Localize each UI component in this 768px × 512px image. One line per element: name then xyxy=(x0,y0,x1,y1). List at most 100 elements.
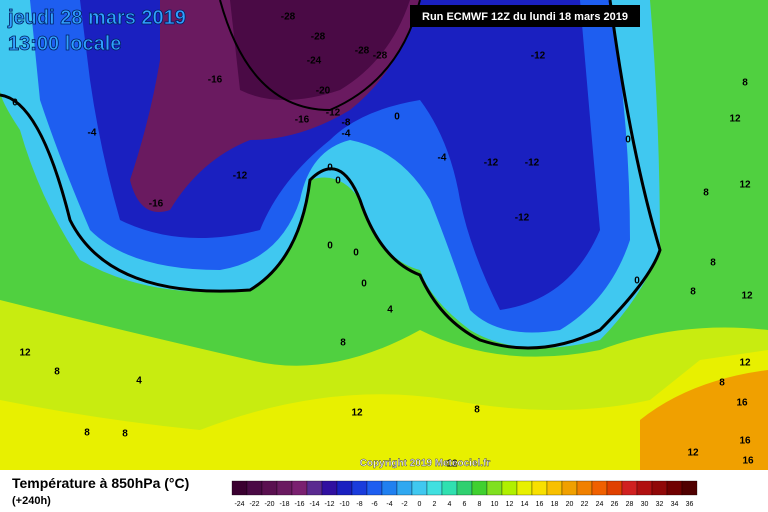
contour-label: -12 xyxy=(525,158,540,169)
extreme-zone xyxy=(230,0,410,100)
scale-swatch xyxy=(381,480,398,496)
contour-label: 0 xyxy=(353,248,359,259)
scale-label: -22 xyxy=(249,501,259,508)
contour-label: 12 xyxy=(446,459,458,470)
contour-label: 0 xyxy=(634,276,640,287)
contour-label: 8 xyxy=(719,378,725,389)
contour-label: 8 xyxy=(122,429,128,440)
scale-swatch xyxy=(396,480,413,496)
contour-label: -16 xyxy=(295,115,310,126)
scale-label: 8 xyxy=(478,501,482,508)
contour-label: 12 xyxy=(729,114,741,125)
scale-swatch xyxy=(231,480,248,496)
contour-label: -12 xyxy=(515,213,530,224)
scale-label: -20 xyxy=(264,501,274,508)
contour-label: -24 xyxy=(307,56,322,67)
scale-swatch xyxy=(276,480,293,496)
scale-swatch xyxy=(591,480,608,496)
contour-label: -12 xyxy=(531,51,546,62)
contour-label: 0 xyxy=(625,135,631,146)
scale-swatch xyxy=(321,480,338,496)
contour-label: 8 xyxy=(474,405,480,416)
scale-label: 6 xyxy=(463,501,467,508)
contour-label: -20 xyxy=(316,86,331,97)
scale-swatch xyxy=(606,480,623,496)
contour-label: -16 xyxy=(149,199,164,210)
isotherm xyxy=(219,0,421,112)
scale-label: 24 xyxy=(596,501,604,508)
scale-label: 34 xyxy=(671,501,679,508)
contour-label: 12 xyxy=(739,358,751,369)
contour-label: 16 xyxy=(739,436,751,447)
contour-label: 8 xyxy=(340,338,346,349)
hot-zone xyxy=(640,370,768,470)
contour-label: 0 xyxy=(394,112,400,123)
contour-label: 0 xyxy=(361,279,367,290)
scale-label: -12 xyxy=(324,501,334,508)
scale-swatch xyxy=(621,480,638,496)
contour-label: -12 xyxy=(326,108,341,119)
scale-label: 12 xyxy=(506,501,514,508)
contour-label: 0 xyxy=(335,176,341,187)
scale-label: -6 xyxy=(371,501,377,508)
time: 13:00 locale xyxy=(8,33,121,55)
contour-label: 12 xyxy=(19,348,31,359)
scale-swatch xyxy=(501,480,518,496)
scale-label: 10 xyxy=(491,501,499,508)
contour-label: 0 xyxy=(327,241,333,252)
scale-swatch xyxy=(456,480,473,496)
scale-label: 30 xyxy=(641,501,649,508)
scale-swatch xyxy=(576,480,593,496)
scale-swatch xyxy=(636,480,653,496)
scale-label: -14 xyxy=(309,501,319,508)
contour-label: 8 xyxy=(54,367,60,378)
contour-label: 8 xyxy=(690,287,696,298)
contour-label: 12 xyxy=(741,291,753,302)
scale-label: -24 xyxy=(234,501,244,508)
scale-swatch xyxy=(681,480,698,496)
scale-swatch xyxy=(486,480,503,496)
warmer-zone xyxy=(0,350,768,470)
scale-label: 20 xyxy=(566,501,574,508)
scale-label: 26 xyxy=(611,501,619,508)
scale-swatch xyxy=(516,480,533,496)
scale-swatch xyxy=(351,480,368,496)
zero-isotherm xyxy=(0,0,662,350)
contour-label: 8 xyxy=(742,78,748,89)
scale-label: 32 xyxy=(656,501,664,508)
scale-label: -8 xyxy=(356,501,362,508)
scale-swatch xyxy=(531,480,548,496)
scale-swatch xyxy=(246,480,263,496)
contour-label: -12 xyxy=(484,158,499,169)
run-box xyxy=(410,5,640,27)
scale-swatch xyxy=(426,480,443,496)
scale-swatch xyxy=(291,480,308,496)
contour-label: 0 xyxy=(12,98,18,109)
contour-label: -28 xyxy=(355,46,370,57)
contour-label: -4 xyxy=(438,153,447,164)
contour-label: -28 xyxy=(373,51,388,62)
scale-swatch xyxy=(261,480,278,496)
scale-label: -4 xyxy=(386,501,392,508)
contour-label: -4 xyxy=(88,128,97,139)
contour-label: 0 xyxy=(327,163,333,174)
scale-label: 2 xyxy=(433,501,437,508)
scale-label: 28 xyxy=(626,501,634,508)
lead-time: (+240h) xyxy=(12,495,51,507)
contour-label: 12 xyxy=(739,180,751,191)
contour-label: 4 xyxy=(136,376,142,387)
contour-label: -16 xyxy=(208,75,223,86)
contour-label: 8 xyxy=(710,258,716,269)
contour-label: 12 xyxy=(351,408,363,419)
contour-label: -12 xyxy=(233,171,248,182)
scale-swatch xyxy=(546,480,563,496)
legend-title: Température à 850hPa (°C) xyxy=(12,475,189,491)
scale-label: -16 xyxy=(294,501,304,508)
contour-label: 12 xyxy=(687,448,699,459)
scale-label: 16 xyxy=(536,501,544,508)
scale-label: 4 xyxy=(448,501,452,508)
scale-swatch xyxy=(411,480,428,496)
copyright: Copyright 2019 Meteociel.fr xyxy=(360,458,491,469)
